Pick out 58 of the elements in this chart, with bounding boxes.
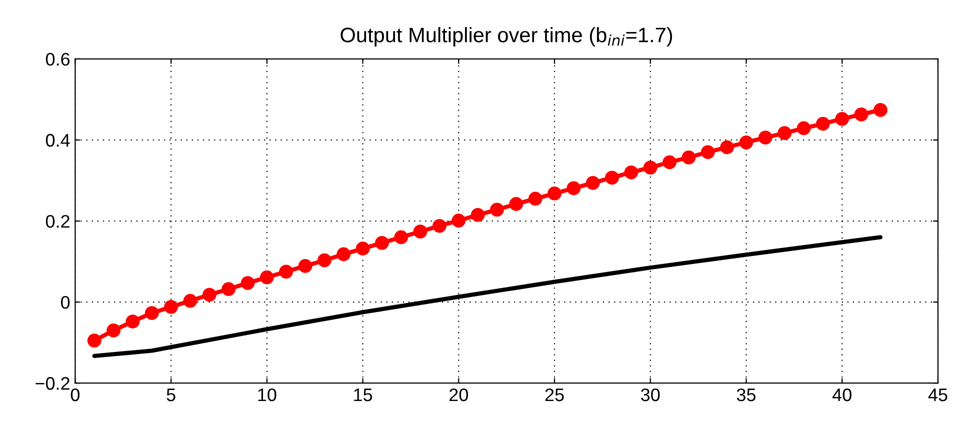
point bbox=[470, 208, 485, 222]
x-tick-label: 15 bbox=[354, 388, 372, 402]
y-tick-label: 0 bbox=[60, 296, 70, 309]
point bbox=[720, 140, 734, 154]
point bbox=[566, 181, 581, 196]
point bbox=[279, 264, 294, 279]
x-tick-label: 0 bbox=[70, 388, 80, 402]
x-tick-label: 10 bbox=[258, 388, 276, 402]
point bbox=[222, 282, 236, 296]
point bbox=[835, 112, 850, 126]
point bbox=[375, 236, 389, 250]
point bbox=[413, 224, 428, 239]
point bbox=[586, 176, 600, 190]
point bbox=[164, 300, 178, 314]
point bbox=[778, 126, 792, 140]
point bbox=[624, 165, 638, 180]
point bbox=[202, 288, 216, 302]
y-tick-label: 0.4 bbox=[46, 134, 70, 147]
point bbox=[548, 186, 562, 200]
point bbox=[126, 314, 140, 328]
x-tick-label: 35 bbox=[736, 388, 756, 402]
x-tick-label: 5 bbox=[166, 388, 176, 402]
point bbox=[662, 155, 676, 170]
point bbox=[758, 130, 772, 144]
point bbox=[394, 230, 408, 244]
point bbox=[452, 214, 466, 228]
point bbox=[336, 247, 351, 262]
point bbox=[739, 135, 754, 150]
x-tick-label: 45 bbox=[928, 388, 948, 402]
point bbox=[874, 103, 888, 117]
point bbox=[144, 306, 159, 320]
y-tick-label: 0.2 bbox=[46, 214, 70, 228]
point bbox=[682, 150, 696, 164]
point bbox=[183, 294, 198, 308]
point bbox=[240, 276, 255, 290]
point bbox=[643, 160, 658, 174]
x-tick-label: 40 bbox=[832, 388, 852, 402]
y-tick-label: 0.6 bbox=[46, 52, 70, 66]
point bbox=[854, 108, 868, 122]
point bbox=[490, 202, 504, 217]
point bbox=[605, 170, 619, 185]
point bbox=[356, 242, 370, 256]
y-tick-label: −0.2 bbox=[36, 377, 70, 390]
x-tick-label: 20 bbox=[450, 388, 468, 402]
point bbox=[87, 334, 102, 348]
point bbox=[528, 192, 542, 206]
x-tick-label: 25 bbox=[545, 388, 564, 402]
point bbox=[298, 259, 312, 273]
point bbox=[432, 218, 446, 233]
point bbox=[317, 253, 332, 268]
point bbox=[816, 116, 830, 131]
x-tick-label: 30 bbox=[641, 388, 660, 402]
point bbox=[796, 121, 811, 136]
chart-title: Output Multiplier over time (b$_{ini}$=1.7) bbox=[340, 27, 672, 46]
point bbox=[700, 145, 715, 160]
point bbox=[509, 197, 524, 211]
point bbox=[260, 270, 274, 284]
point bbox=[106, 323, 120, 338]
